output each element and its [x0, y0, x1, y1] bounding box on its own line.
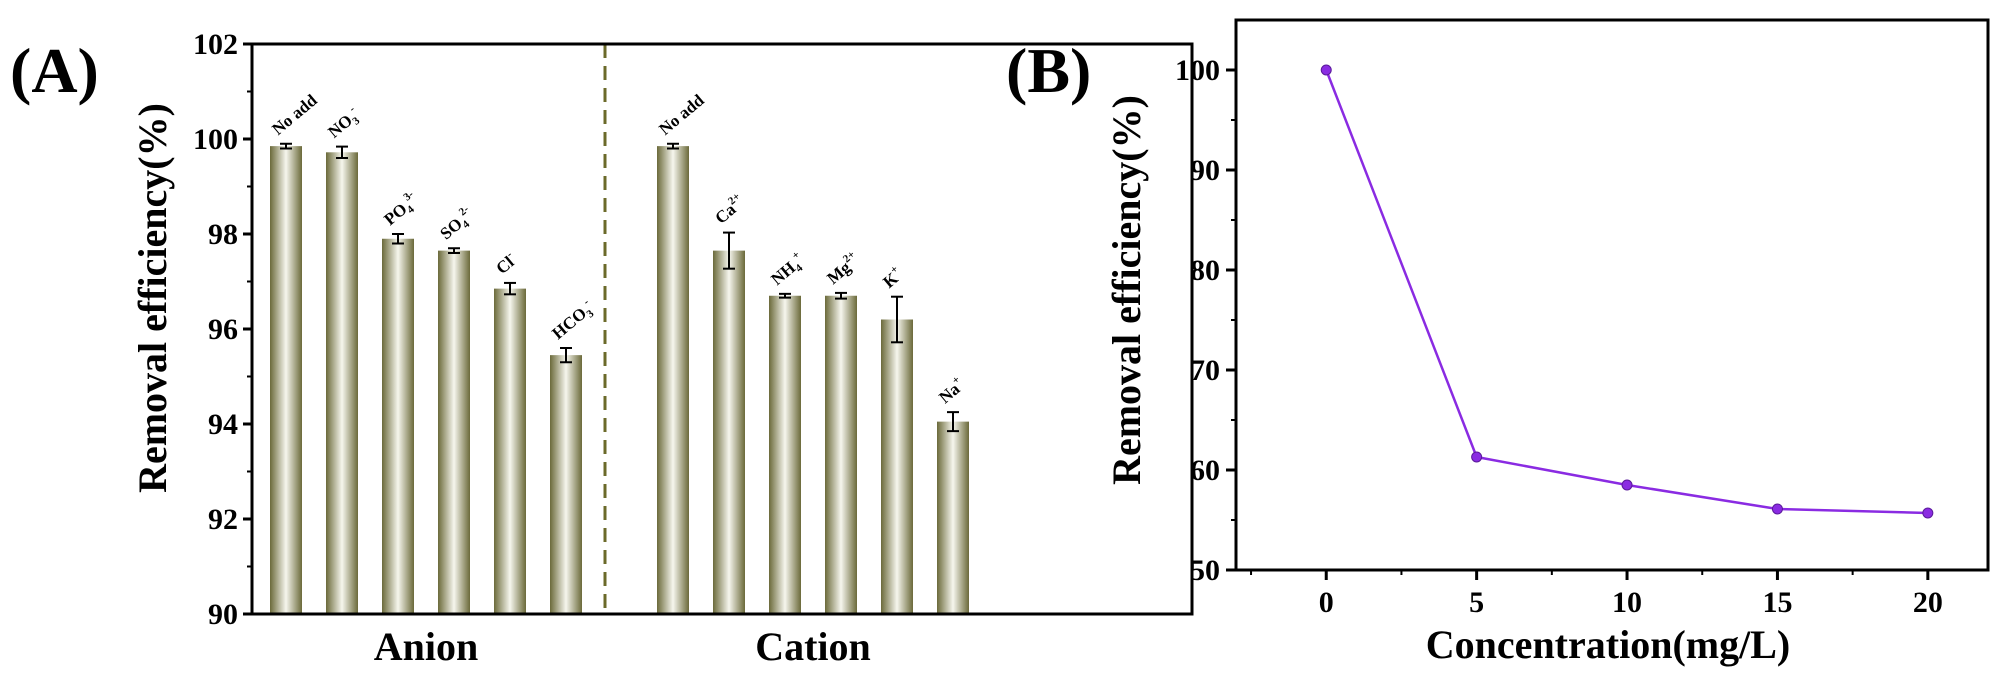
error-bar-cation-3 [835, 291, 847, 300]
error-bar-cation-4 [891, 295, 903, 344]
ytick-label: 80 [1190, 254, 1220, 287]
bar-cation-2 [769, 295, 801, 614]
error-bar-anion-2 [392, 233, 404, 245]
group-label-anion: Anion [374, 624, 479, 669]
data-point-1 [1471, 451, 1483, 463]
ytick-label: 92 [208, 503, 238, 536]
bar-cation-3 [825, 295, 857, 614]
bar-anion-2 [382, 238, 414, 614]
error-bar-anion-0 [280, 142, 292, 150]
bar-label-anion-3: SO42- [435, 203, 479, 246]
panel-b-axes: 50 60 70 80 90 100 0 5 10 15 20 [1175, 18, 1990, 619]
panel-a: (A) No add NO3-PO43-SO42-Cl-HCO3-No addCa… [10, 28, 1194, 669]
bar-label-cation-5: Na+ [934, 374, 968, 407]
panel-b-xlabel: Concentration(mg/L) [1426, 622, 1790, 667]
bar-anion-4 [494, 288, 526, 614]
ytick-label: 98 [208, 218, 238, 251]
error-bar-cation-2 [779, 292, 791, 299]
panel-b-label: (B) [1006, 35, 1091, 106]
error-bar-anion-5 [560, 347, 572, 364]
ytick-label: 102 [193, 28, 238, 61]
panel-a-label: (A) [10, 35, 99, 106]
panel-a-bars: No add NO3-PO43-SO42-Cl-HCO3-No addCa2+NH… [268, 90, 969, 615]
bar-label-anion-1: NO3- [323, 103, 365, 144]
xtick-label: 5 [1469, 586, 1484, 619]
bar-cation-4 [881, 319, 913, 614]
bar-anion-1 [326, 152, 358, 615]
ytick-label: 90 [1190, 154, 1220, 187]
bar-label-anion-2: PO43- [379, 188, 424, 231]
error-bar-cation-5 [947, 411, 959, 433]
bar-label-anion-4: Cl- [491, 248, 521, 278]
ytick-label: 70 [1190, 354, 1220, 387]
bar-cation-1 [713, 250, 745, 614]
xtick-label: 20 [1913, 586, 1943, 619]
ytick-label: 100 [193, 123, 238, 156]
bar-anion-0 [270, 146, 302, 614]
panel-a-axes: Anion Cation 90 92 94 96 98 100 102 [193, 28, 1194, 669]
plot-frame [1234, 18, 1990, 572]
bar-label-cation-0: No add [655, 90, 708, 139]
bar-label-cation-4: K+ [878, 263, 906, 292]
error-bar-cation-1 [723, 231, 735, 270]
panel-b-ylabel: Removal efficiency(%) [1104, 95, 1149, 485]
data-point-4 [1922, 507, 1934, 519]
error-bar-cation-0 [667, 142, 679, 150]
group-label-cation: Cation [755, 624, 871, 669]
bar-label-cation-1: Ca2+ [710, 191, 748, 228]
series-line [1325, 69, 1928, 515]
ytick-label: 60 [1190, 454, 1220, 487]
bar-cation-0 [657, 146, 689, 614]
bar-anion-3 [438, 250, 470, 614]
ytick-label: 94 [208, 408, 238, 441]
data-point-3 [1771, 503, 1783, 515]
panel-a-ylabel: Removal efficiency(%) [130, 103, 175, 493]
ytick-label: 90 [208, 598, 238, 631]
bar-label-anion-5: HCO3- [547, 296, 599, 345]
ytick-label: 96 [208, 313, 238, 346]
bar-cation-5 [937, 421, 969, 614]
xtick-label: 10 [1612, 586, 1642, 619]
panel-b-series [1320, 64, 1934, 519]
bar-label-cation-2: NH4+ [766, 249, 810, 291]
bar-anion-5 [550, 355, 582, 614]
bar-label-cation-3: Mg2+ [822, 249, 863, 288]
ytick-label: 100 [1175, 54, 1220, 87]
data-point-2 [1621, 479, 1633, 491]
ytick-label: 50 [1190, 554, 1220, 587]
error-bar-anion-3 [448, 247, 460, 254]
error-bar-anion-1 [336, 145, 348, 159]
xtick-label: 15 [1762, 586, 1792, 619]
data-point-0 [1320, 64, 1332, 76]
bar-label-anion-0: No add [268, 90, 321, 139]
panel-b: (B) 50 60 70 80 90 100 0 5 10 15 20 Removal effici… [1006, 18, 1990, 667]
error-bar-anion-4 [504, 281, 516, 296]
xtick-label: 0 [1319, 586, 1334, 619]
